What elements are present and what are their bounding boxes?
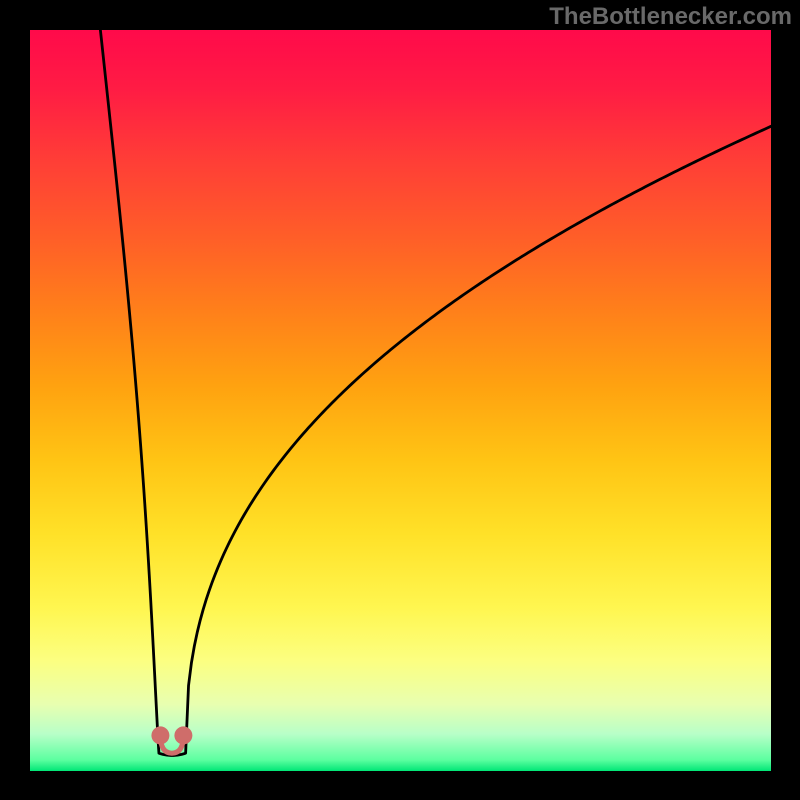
dip-marker-1 (174, 726, 192, 744)
chart-svg (30, 30, 771, 771)
gradient-background (30, 30, 771, 771)
plot-area (30, 30, 771, 771)
dip-marker-0 (151, 726, 169, 744)
bottleneck-chart: TheBottlenecker.com (0, 0, 800, 800)
watermark-text: TheBottlenecker.com (549, 3, 792, 31)
